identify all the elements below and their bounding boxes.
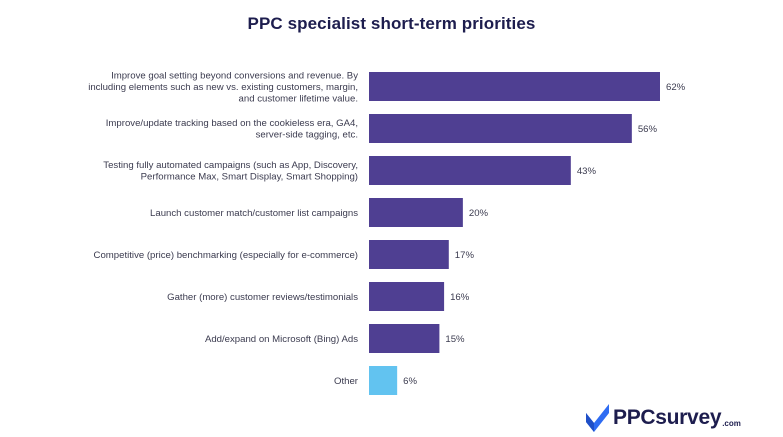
bar-3	[369, 198, 463, 227]
value-label-4: 17%	[455, 250, 475, 261]
bar-5	[369, 282, 445, 311]
bar-7	[369, 366, 398, 395]
bar-0	[369, 72, 660, 101]
value-label-5: 16%	[450, 292, 470, 303]
logo-text: PPCsurvey	[613, 406, 722, 429]
value-label-2: 43%	[577, 166, 597, 177]
bar-6	[369, 324, 440, 353]
category-label-4: Competitive (price) benchmarking (especi…	[94, 250, 358, 261]
value-label-6: 15%	[445, 334, 465, 345]
chart-title: PPC specialist short-term priorities	[247, 14, 536, 33]
value-label-0: 62%	[666, 82, 686, 93]
value-label-3: 20%	[469, 208, 489, 219]
bar-1	[369, 114, 632, 143]
category-label-2: Testing fully automated campaigns (such …	[103, 160, 358, 183]
category-label-1: Improve/update tracking based on the coo…	[106, 118, 358, 141]
category-label-5: Gather (more) customer reviews/testimoni…	[167, 292, 358, 303]
checkmark-logo-icon	[586, 404, 609, 432]
ppcsurvey-logo: PPCsurvey .com	[583, 400, 741, 436]
category-label-7: Other	[334, 376, 359, 387]
category-label-0: Improve goal setting beyond conversions …	[88, 70, 358, 104]
logo-suffix: .com	[722, 418, 741, 428]
value-label-7: 6%	[403, 376, 417, 387]
bar-4	[369, 240, 449, 269]
bar-2	[369, 156, 571, 185]
bars-layer: 62% Improve goal setting beyond conversio…	[88, 70, 686, 395]
category-label-3: Launch customer match/customer list camp…	[150, 208, 358, 219]
category-label-6: Add/expand on Microsoft (Bing) Ads	[205, 334, 358, 345]
value-label-1: 56%	[638, 124, 658, 135]
